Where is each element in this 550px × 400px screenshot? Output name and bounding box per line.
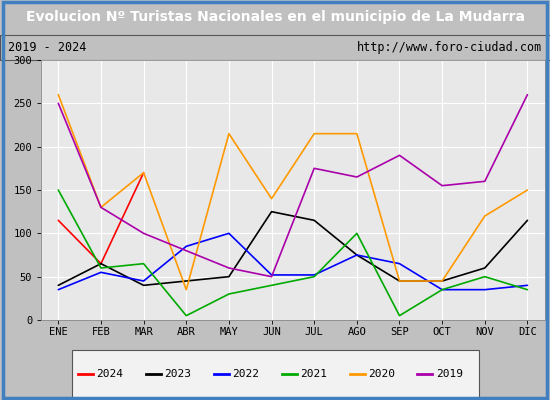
Text: 2023: 2023 [164,369,191,379]
Text: 2021: 2021 [300,369,327,379]
FancyBboxPatch shape [72,350,478,398]
Text: 2024: 2024 [97,369,124,379]
Text: Evolucion Nº Turistas Nacionales en el municipio de La Mudarra: Evolucion Nº Turistas Nacionales en el m… [25,10,525,24]
Text: 2020: 2020 [368,369,395,379]
Text: 2019 - 2024: 2019 - 2024 [8,41,87,54]
Text: http://www.foro-ciudad.com: http://www.foro-ciudad.com [356,41,542,54]
Text: 2019: 2019 [436,369,463,379]
Text: 2022: 2022 [232,369,259,379]
